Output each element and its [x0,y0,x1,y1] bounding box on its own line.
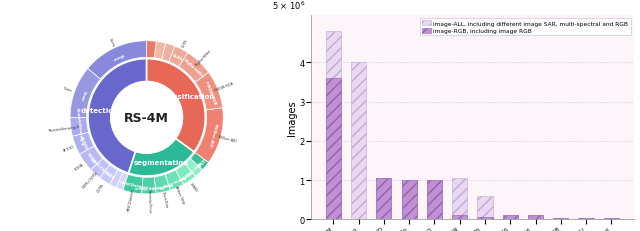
Polygon shape [100,165,118,185]
Text: DIOR-C5FPN: DIOR-C5FPN [82,170,99,189]
Polygon shape [165,170,184,190]
Polygon shape [154,42,166,60]
Polygon shape [72,133,94,155]
Text: iSARS: iSARS [179,169,191,179]
Bar [604,218,619,219]
Text: HRSCDataset: HRSCDataset [127,188,135,212]
Polygon shape [185,159,202,176]
Bar [553,218,568,219]
Text: SODA: SODA [74,162,84,171]
Y-axis label: Images: Images [287,100,296,136]
Text: Airbus-Ship: Airbus-Ship [174,184,186,204]
Polygon shape [147,42,156,59]
Text: CLRS: CLRS [172,53,184,61]
Bar [553,218,568,219]
Text: iSARS: iSARS [189,181,198,192]
Polygon shape [91,159,110,178]
Polygon shape [70,118,88,137]
Text: WHU-OID: WHU-OID [184,159,202,176]
Bar [351,63,366,219]
Text: Plum-Tree: Plum-Tree [161,190,169,208]
Text: Plum-Tree: Plum-Tree [150,180,173,188]
Bar [401,180,417,219]
Polygon shape [70,69,100,118]
Text: iView: iView [108,37,115,48]
Polygon shape [154,175,170,193]
Text: HRSCDataset: HRSCDataset [119,180,148,189]
Text: FMOW RGB: FMOW RGB [214,82,234,93]
Polygon shape [179,53,209,83]
Polygon shape [142,177,156,194]
Text: RemoteSensing-9: RemoteSensing-9 [48,124,79,132]
Text: Foresta-Pinus: Foresta-Pinus [134,183,164,188]
Bar [502,215,518,219]
Text: 5 × 10$^6$: 5 × 10$^6$ [272,0,306,12]
Polygon shape [161,44,175,62]
Polygon shape [88,42,147,80]
Text: Foresta-Pinus: Foresta-Pinus [147,189,152,213]
Bar [579,218,594,219]
Bar [477,218,493,219]
Bar [528,215,543,219]
Polygon shape [88,59,147,173]
Text: UCVB: UCVB [194,155,205,167]
Text: classification: classification [163,94,215,100]
Polygon shape [169,47,188,67]
Polygon shape [195,73,223,110]
Polygon shape [110,170,123,188]
Text: Cowc: Cowc [79,89,86,101]
Bar [477,196,493,219]
Bar [452,216,467,219]
Text: DOTA: DOTA [97,182,105,192]
Text: SODA: SODA [86,152,97,164]
Text: DOTA: DOTA [103,170,115,179]
Bar [376,178,392,219]
Bar [528,215,543,219]
Bar [452,178,467,219]
Text: Million AID: Million AID [208,123,218,147]
Polygon shape [175,164,195,185]
Polygon shape [195,108,223,163]
Bar [401,180,417,219]
Circle shape [111,82,182,153]
Legend: image-ALL, including different image SAR, multi-spectral and RGB, image-RGB, inc: image-ALL, including different image SAR… [420,19,630,36]
Text: detection: detection [81,107,119,113]
Text: RS-4M: RS-4M [124,111,169,124]
Bar [604,218,619,219]
Text: BigEarthNet: BigEarthNet [195,48,212,66]
Polygon shape [116,173,128,190]
Text: segmentation: segmentation [134,160,189,165]
Text: CLRS: CLRS [180,39,188,49]
Text: Airbus-Ship: Airbus-Ship [161,173,186,187]
Polygon shape [79,147,103,170]
Text: iView: iView [111,52,124,61]
Bar [326,79,341,219]
Polygon shape [147,59,205,152]
Polygon shape [123,175,143,194]
Bar [579,218,594,219]
Text: AI-TOD: AI-TOD [79,135,88,150]
Bar [427,180,442,219]
Text: AI-TOD: AI-TOD [63,144,75,152]
Polygon shape [190,153,209,170]
Bar [502,215,518,219]
Text: FMOW RGB: FMOW RGB [204,81,216,105]
Text: BigEarthNet: BigEarthNet [182,58,205,79]
Text: Cowc: Cowc [63,86,73,93]
Text: Million AID: Million AID [218,134,237,143]
Text: RemoteSensing-9: RemoteSensing-9 [74,107,83,146]
Text: DIOR-C5FPN: DIOR-C5FPN [90,158,112,179]
Bar [376,178,392,219]
Bar [427,180,442,219]
Bar [326,32,341,219]
Polygon shape [129,139,194,176]
